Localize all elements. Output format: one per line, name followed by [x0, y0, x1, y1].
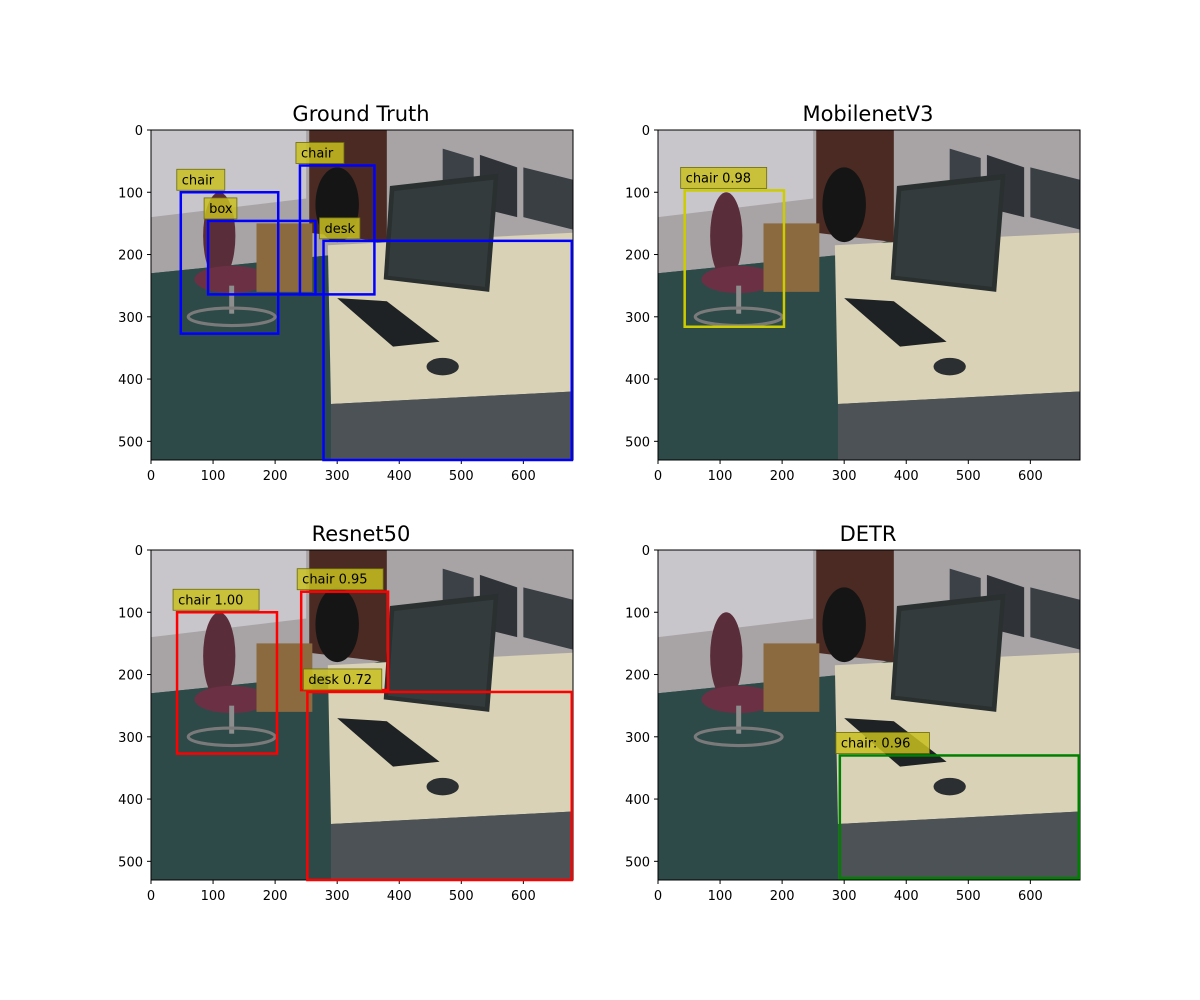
x-tick-label: 300	[325, 469, 350, 484]
x-tick-label: 500	[956, 469, 981, 484]
box-label: chair	[182, 173, 215, 188]
scene-image	[658, 550, 1080, 880]
x-tick-label: 0	[654, 469, 662, 484]
box-label: chair 0.98	[686, 171, 751, 186]
box-label: box	[209, 202, 233, 217]
box-label: desk	[325, 222, 356, 237]
x-tick-label: 400	[894, 889, 919, 904]
x-tick-label: 0	[147, 469, 155, 484]
y-tick-label: 500	[118, 855, 143, 870]
x-tick-label: 600	[1018, 469, 1043, 484]
x-tick-label: 600	[1018, 889, 1043, 904]
box-label-background	[302, 668, 383, 691]
x-tick-label: 400	[894, 469, 919, 484]
bounding-box	[683, 189, 786, 329]
box-label-background	[835, 732, 930, 754]
y-tick-label: 200	[625, 249, 650, 264]
x-tick-label: 100	[708, 889, 733, 904]
x-tick-label: 200	[263, 889, 288, 904]
x-tick-label: 200	[263, 469, 288, 484]
y-tick-label: 200	[118, 669, 143, 684]
y-tick-label: 500	[625, 855, 650, 870]
x-tick-label: 0	[147, 889, 155, 904]
x-tick-label: 600	[511, 889, 536, 904]
panel-resnet50: Resnet50 0 100 200 300 400 500 600 0 100 200 300 40…	[118, 522, 574, 904]
panel-title: Resnet50	[312, 522, 411, 546]
bounding-box	[322, 239, 574, 462]
y-tick-label: 0	[135, 544, 143, 559]
y-tick-label: 300	[625, 311, 650, 326]
y-tick-label: 100	[625, 186, 650, 201]
bounding-box	[838, 754, 1081, 880]
y-tick-label: 300	[118, 311, 143, 326]
y-tick-label: 0	[135, 124, 143, 139]
y-tick-label: 100	[118, 186, 143, 201]
box-label-background	[319, 217, 361, 240]
x-tick-label: 600	[511, 469, 536, 484]
panel-title: MobilenetV3	[802, 102, 933, 126]
panel-ground-truth: Ground Truth 0 100 200 300 400 500 600 0 100 200 3…	[118, 102, 574, 484]
y-tick-label: 300	[625, 731, 650, 746]
axes-frame	[657, 129, 1081, 461]
y-tick-label: 0	[642, 544, 650, 559]
x-tick-label: 100	[708, 469, 733, 484]
x-tick-label: 100	[201, 889, 226, 904]
x-tick-label: 100	[201, 469, 226, 484]
x-tick-label: 400	[387, 889, 412, 904]
box-label-background	[295, 142, 345, 164]
x-tick-label: 300	[832, 469, 857, 484]
x-tick-label: 0	[654, 889, 662, 904]
y-tick-label: 100	[118, 606, 143, 621]
bounding-box	[298, 164, 376, 296]
x-tick-label: 500	[449, 889, 474, 904]
y-tick-label: 500	[118, 435, 143, 450]
y-tick-label: 300	[118, 731, 143, 746]
box-label: chair: 0.96	[841, 736, 911, 751]
bounding-box	[306, 690, 574, 882]
box-label: chair 0.95	[302, 573, 367, 588]
axes-frame	[657, 549, 1081, 881]
panel-title: Ground Truth	[292, 102, 429, 126]
y-tick-label: 500	[625, 435, 650, 450]
y-tick-label: 200	[625, 669, 650, 684]
box-label-background	[296, 568, 384, 591]
panel-mobilenetv3: MobilenetV3 0 100 200 300 400 500 600 0 100 200 30…	[625, 102, 1081, 484]
bounding-box	[175, 611, 279, 755]
x-tick-label: 500	[956, 889, 981, 904]
x-tick-label: 200	[770, 469, 795, 484]
y-tick-label: 100	[625, 606, 650, 621]
box-label: chair 1.00	[178, 593, 243, 608]
y-tick-label: 400	[625, 793, 650, 808]
y-tick-label: 200	[118, 249, 143, 264]
box-label-background	[680, 166, 768, 189]
box-label-background	[203, 197, 238, 220]
box-label-background	[176, 168, 226, 191]
y-tick-label: 400	[118, 793, 143, 808]
box-label-background	[172, 588, 260, 611]
x-tick-label: 200	[770, 889, 795, 904]
y-tick-label: 400	[625, 373, 650, 388]
x-tick-label: 300	[832, 889, 857, 904]
y-tick-label: 0	[642, 124, 650, 139]
bounding-box	[206, 219, 317, 296]
x-tick-label: 400	[387, 469, 412, 484]
box-label: chair	[301, 146, 334, 161]
bounding-box	[179, 191, 280, 335]
y-tick-label: 400	[118, 373, 143, 388]
box-label: desk 0.72	[308, 673, 372, 688]
x-tick-label: 500	[449, 469, 474, 484]
x-tick-label: 300	[325, 889, 350, 904]
panel-title: DETR	[840, 522, 897, 546]
panel-detr: DETR 0 100 200 300 400 500 600 0 100 200 300 400 500…	[625, 522, 1081, 904]
